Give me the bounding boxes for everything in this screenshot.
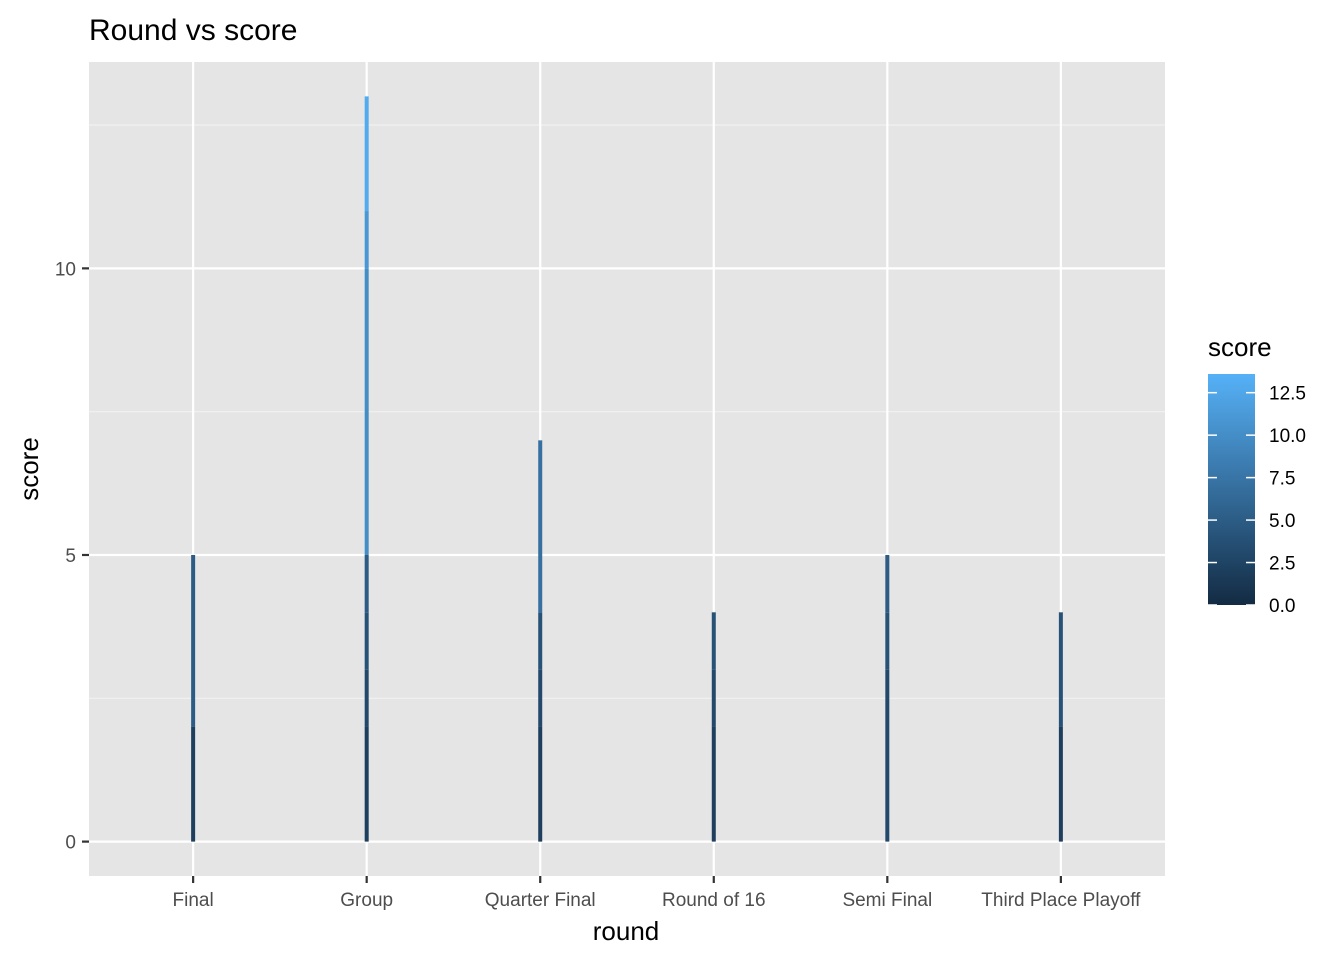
y-tick-label: 10	[55, 259, 76, 280]
bar	[885, 554, 890, 842]
bar-segment	[885, 669, 890, 842]
bar-segment	[538, 612, 543, 670]
bars	[191, 96, 1063, 842]
bar-segment	[538, 726, 543, 842]
bar	[191, 554, 196, 842]
y-tick-label: 5	[65, 546, 76, 567]
x-tick-label: Final	[173, 890, 214, 911]
legend-tick-label: 2.5	[1269, 554, 1295, 575]
bar-segment	[711, 612, 716, 670]
bar-segment	[364, 554, 369, 613]
bar-segment	[885, 612, 890, 670]
bar-segment	[364, 211, 369, 269]
x-tick-label: Third Place Playoff	[981, 890, 1141, 911]
legend-colorbar	[1208, 374, 1255, 605]
bar-segment	[711, 669, 716, 727]
bar-segment	[364, 726, 369, 842]
legend: score 0.0 2.5 5.0 7.5 10.0 12.5	[1208, 332, 1306, 617]
bar	[711, 612, 716, 842]
bar-segment	[1058, 612, 1063, 727]
legend-tick-label: 5.0	[1269, 511, 1295, 532]
bar	[1058, 612, 1063, 842]
y-axis: 0 5 10	[55, 259, 89, 854]
legend-tick-label: 12.5	[1269, 384, 1306, 405]
y-axis-title: score	[14, 437, 44, 501]
y-tick-label: 0	[65, 833, 76, 854]
legend-tick-label: 7.5	[1269, 469, 1295, 490]
bar-segment	[538, 669, 543, 727]
bar	[538, 440, 543, 842]
x-tick-label: Quarter Final	[485, 890, 596, 911]
bar-segment	[711, 726, 716, 842]
bar-segment	[538, 440, 543, 613]
bar-segment	[1058, 726, 1063, 842]
bar-segment	[364, 268, 369, 555]
bar-segment	[364, 96, 369, 212]
legend-ticks: 0.0 2.5 5.0 7.5 10.0 12.5	[1208, 384, 1306, 617]
legend-title: score	[1208, 332, 1272, 362]
bar-segment	[191, 726, 196, 842]
bar-segment	[364, 612, 369, 670]
x-tick-label: Semi Final	[842, 890, 932, 911]
bar-segment	[191, 554, 196, 727]
bar	[364, 96, 369, 842]
chart-title: Round vs score	[89, 14, 297, 47]
legend-tick-label: 0.0	[1269, 596, 1295, 617]
plot-panel	[89, 62, 1165, 876]
minor-gridlines	[89, 124, 1165, 699]
x-tick-label: Round of 16	[662, 890, 766, 911]
bar-segment	[364, 669, 369, 727]
x-tick-label: Group	[340, 890, 393, 911]
bar-segment	[885, 554, 890, 613]
legend-tick-label: 10.0	[1269, 426, 1306, 447]
x-axis-title: round	[593, 916, 660, 946]
x-axis: Final Group Quarter Final Round of 16 Semi F…	[173, 876, 1141, 911]
